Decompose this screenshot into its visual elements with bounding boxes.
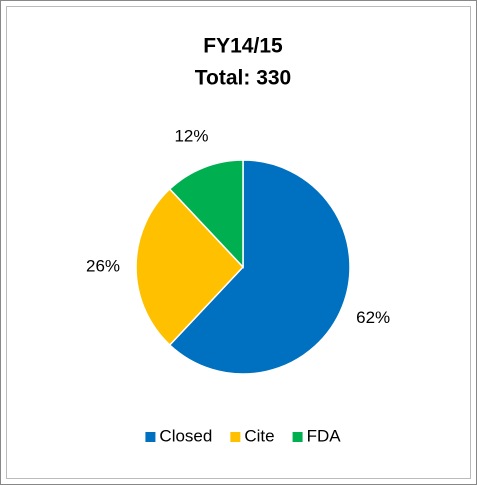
pie-slice (168, 159, 351, 375)
pie-slice (135, 187, 245, 347)
data-label: 62% (356, 308, 390, 327)
chart-title: FY14/15 (203, 35, 283, 58)
pie-slice (168, 159, 244, 269)
legend-label: Closed (159, 426, 212, 445)
chart-frame (6, 6, 471, 479)
data-label: 26% (86, 256, 120, 275)
legend-swatch (230, 432, 241, 442)
legend-label: Cite (244, 426, 274, 445)
legend-swatch (145, 432, 156, 442)
legend-swatch (292, 432, 303, 442)
data-label: 12% (174, 126, 208, 145)
chart-subtitle: Total: 330 (195, 67, 291, 90)
legend-label: FDA (307, 426, 342, 445)
